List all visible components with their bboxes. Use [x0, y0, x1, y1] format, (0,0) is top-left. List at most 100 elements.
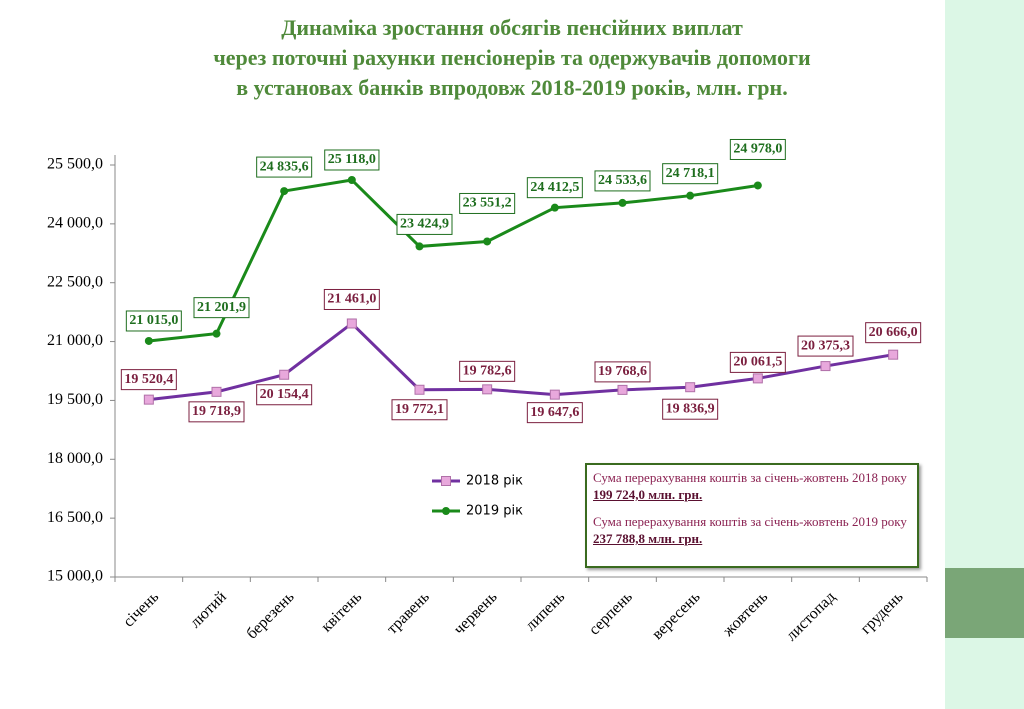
- x-tick-label: грудень: [857, 588, 906, 637]
- value-label: 20 154,4: [260, 387, 309, 402]
- value-label-box: [256, 384, 313, 406]
- annotation: Сума перерахування коштів за січень-жовт…: [593, 469, 911, 503]
- marker: [414, 384, 425, 395]
- value-label-box: [662, 163, 719, 185]
- marker: [618, 198, 627, 207]
- value-label: 19 836,9: [666, 401, 715, 416]
- value-label: 24 718,1: [666, 166, 715, 181]
- chart-title: через поточні рахунки пенсіонерів та оде…: [213, 45, 811, 70]
- y-tick-label: 16 500,0: [47, 509, 103, 526]
- value-label: 24 533,6: [598, 173, 647, 188]
- value-label-box: [193, 297, 250, 319]
- value-label-box: [662, 398, 719, 420]
- marker: [415, 242, 424, 251]
- value-label-box: [729, 351, 786, 373]
- y-tick-label: 21 000,0: [47, 332, 103, 349]
- marker: [212, 329, 221, 338]
- x-tick-label: березень: [243, 588, 297, 642]
- value-label: 25 118,0: [328, 152, 376, 167]
- marker: [752, 373, 763, 384]
- x-tick-label: січень: [120, 588, 162, 630]
- x-tick-label: серпень: [586, 588, 636, 638]
- marker: [820, 361, 831, 372]
- marker: [346, 318, 357, 329]
- marker: [347, 175, 356, 184]
- legend-label: 2019 рік: [466, 504, 523, 519]
- x-tick-label: квітень: [318, 588, 365, 635]
- annotation-text: Сума перерахування коштів за січень-жовт…: [593, 514, 907, 529]
- value-label: 21 461,0: [327, 292, 376, 307]
- annotation-text: Сума перерахування коштів за січень-жовт…: [593, 470, 907, 485]
- value-label-box: [594, 170, 651, 192]
- chart-title: Динаміка зростання обсягів пенсійних вип…: [281, 15, 743, 40]
- marker: [211, 386, 222, 397]
- marker: [888, 349, 899, 360]
- marker: [550, 203, 559, 212]
- marker: [143, 394, 154, 405]
- value-label-box: [324, 149, 380, 171]
- value-label-box: [391, 399, 448, 421]
- value-label: 24 835,6: [260, 159, 309, 174]
- value-label: 20 375,3: [801, 338, 850, 353]
- x-tick-label: липень: [522, 588, 568, 634]
- value-label: 20 061,5: [733, 355, 782, 370]
- value-label-box: [323, 288, 380, 310]
- value-label-box: [396, 213, 453, 235]
- value-label-box: [865, 322, 922, 344]
- x-tick-label: листопад: [783, 588, 839, 644]
- y-tick-label: 22 500,0: [47, 273, 103, 290]
- value-label: 20 666,0: [869, 325, 918, 340]
- annotation-box: Сума перерахування коштів за січень-жовт…: [585, 463, 919, 568]
- marker: [144, 336, 153, 345]
- value-label-box: [188, 401, 245, 423]
- annotation-amount: 237 788,8 млн. грн.: [593, 531, 703, 546]
- series-line: [148, 321, 894, 402]
- marker: [549, 389, 560, 400]
- value-label: 21 201,9: [197, 300, 246, 315]
- marker: [617, 384, 628, 395]
- value-label-box: [120, 369, 177, 391]
- series-line: [148, 178, 759, 343]
- value-label: 23 551,2: [463, 196, 512, 211]
- value-label: 19 647,6: [530, 405, 579, 420]
- value-label: 24 412,5: [530, 180, 579, 195]
- value-label: 23 424,9: [400, 217, 449, 232]
- chart-title: в установах банків впродовж 2018-2019 ро…: [236, 75, 787, 100]
- marker: [483, 237, 492, 246]
- x-tick-label: жовтень: [719, 588, 771, 640]
- y-tick-label: 18 000,0: [47, 450, 103, 467]
- x-tick-label: червень: [451, 588, 501, 638]
- value-label-box: [729, 138, 786, 160]
- value-label-box: [526, 402, 583, 424]
- marker: [482, 384, 493, 395]
- value-label: 24 978,0: [733, 142, 782, 157]
- y-tick-label: 25 500,0: [47, 156, 103, 173]
- value-label: 19 782,6: [463, 364, 512, 379]
- legend-marker: [442, 507, 450, 515]
- value-label-box: [594, 361, 651, 383]
- marker: [686, 191, 695, 200]
- value-label-box: [459, 360, 516, 382]
- value-label: 19 772,1: [395, 402, 444, 417]
- x-tick-label: травень: [384, 588, 433, 637]
- value-label: 19 520,4: [124, 372, 173, 387]
- y-tick-label: 19 500,0: [47, 391, 103, 408]
- annotation-amount: 199 724,0 млн. грн.: [593, 487, 703, 502]
- value-label-box: [797, 335, 854, 357]
- legend-marker: [441, 476, 451, 486]
- marker: [753, 181, 762, 190]
- y-tick-label: 24 000,0: [47, 215, 103, 232]
- x-tick-label: вересень: [649, 588, 704, 643]
- value-label-box: [459, 192, 516, 214]
- value-label: 21 015,0: [129, 313, 178, 328]
- value-label: 19 768,6: [598, 364, 647, 379]
- y-tick-label: 15 000,0: [47, 568, 103, 585]
- marker: [279, 369, 290, 380]
- value-label: 19 718,9: [192, 404, 241, 419]
- x-tick-label: лютий: [187, 588, 230, 631]
- value-label-box: [125, 310, 182, 332]
- marker: [280, 187, 289, 196]
- value-label-box: [256, 156, 313, 178]
- value-label-box: [526, 177, 583, 199]
